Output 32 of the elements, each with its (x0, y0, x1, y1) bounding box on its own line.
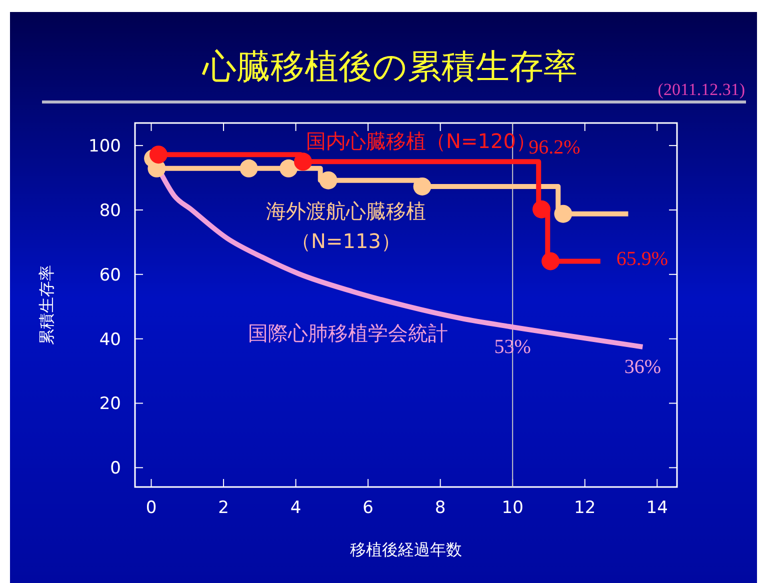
x-tick-label: 4 (290, 498, 302, 518)
annotation: 96.2% (528, 136, 580, 159)
y-axis-title: 累積生存率 (37, 265, 56, 345)
x-tick-label: 12 (574, 498, 596, 518)
point (532, 200, 550, 218)
chart-title: 心臓移植後の累積生存率 (202, 47, 578, 87)
point (542, 252, 560, 270)
x-tick-label: 10 (502, 498, 524, 518)
y-tick-label: 20 (99, 394, 121, 414)
point (240, 159, 258, 178)
y-tick-label: 100 (88, 136, 121, 157)
x-tick-label: 8 (434, 498, 446, 518)
point (294, 152, 312, 171)
x-tick-label: 0 (146, 498, 157, 518)
y-tick-label: 0 (110, 458, 121, 479)
annotation: 65.9% (616, 248, 668, 270)
x-tick-label: 14 (646, 498, 668, 518)
y-tick-label: 60 (99, 265, 121, 286)
x-axis-title: 移植後経過年数 (350, 540, 462, 559)
x-tick-label: 6 (362, 498, 374, 518)
series-label: 国際心肺移植学会統計 (248, 321, 448, 345)
x-tick-label: 2 (218, 498, 229, 518)
point (554, 204, 572, 223)
y-tick-label: 40 (99, 330, 121, 350)
series-label: 海外渡航心臓移植（N=113） (266, 199, 426, 253)
annotation: 36% (624, 356, 662, 378)
text: (2011.12.31) (658, 80, 745, 99)
point (413, 177, 432, 196)
y-tick-label: 80 (99, 200, 121, 221)
point (149, 146, 168, 164)
point (319, 171, 338, 190)
point (280, 159, 298, 178)
